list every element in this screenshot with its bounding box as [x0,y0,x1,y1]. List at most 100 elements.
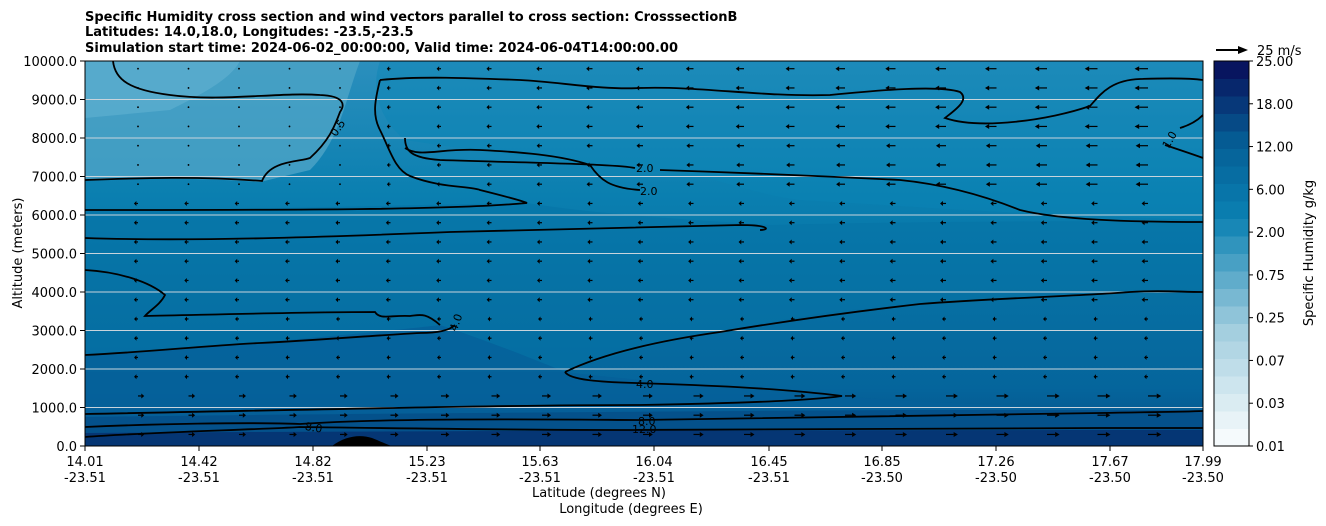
contour-4-0-a [85,269,441,326]
wind-vector-head [984,66,990,72]
wind-vector-head [336,316,339,322]
wind-vector-head [1084,85,1090,91]
terrain [332,436,392,446]
wind-vector-head [1004,412,1009,418]
wind-vector-head [1085,181,1090,187]
wind-vector-head [1091,200,1095,206]
wind-vector-head [1093,374,1096,380]
wind-vector-head [835,66,840,72]
colorbar-level [1214,358,1249,377]
wind-vector-head [1040,200,1044,206]
wind-vector [187,164,190,166]
wind-vector-head [935,123,940,129]
wind-vector-head [1144,335,1147,341]
wind-vector-head [889,200,893,206]
wind-vector-head [234,277,238,283]
wind-vector-head [1156,431,1162,437]
title-line-3: Simulation start time: 2024-06-02_00:00:… [85,41,678,56]
wind-vector-head [1105,431,1111,437]
wind-vector-head [1135,143,1140,149]
wind-vector-head [133,239,137,245]
wind-vector-head [1035,143,1040,149]
wind-vector [339,144,341,147]
wind-vector-head [437,354,440,360]
colorbar-tick-label: 6.00 [1256,183,1285,198]
wind-vector-head [637,200,641,206]
wind-vector-head [385,200,389,206]
chart-title: Specific Humidity cross section and wind… [85,10,737,56]
wind-vector-head [885,66,890,72]
wind-vector [187,144,190,147]
colorbar-level [1214,306,1249,324]
wind-vector-head [285,200,288,206]
wind-vector-head [1141,277,1145,283]
wind-vector-head [184,200,187,206]
wind-vector-head [386,316,389,322]
wind-vector-head [839,220,843,226]
wind-vector-head [637,220,641,226]
wind-vector-head [639,335,642,341]
wind-vector-head [886,143,890,149]
wind-vector-head [786,181,790,187]
colorbar-tick-label: 18.00 [1256,98,1293,113]
wind-vector-head [486,66,490,72]
colorbar-level [1214,323,1249,342]
wind-vector-head [639,374,642,380]
wind-vector-head [192,393,196,399]
wind-vector-head [835,123,840,129]
wind-vector-head [1040,220,1044,226]
wind-vector-head [486,220,490,226]
wind-vector-head [1034,104,1040,110]
moist-tongue [376,61,1203,220]
wind-vector-head [1035,181,1040,187]
wind-vector-head [395,431,399,437]
wind-vector-head [735,85,740,91]
colorbar-tick-label: 0.07 [1256,354,1285,369]
wind-vector-head [184,297,187,303]
wind-vector-head [835,104,840,110]
wind-vector-head [486,297,490,303]
wind-vector-head [1043,374,1046,380]
wind-vector [238,164,240,166]
wind-vector-head [134,335,137,341]
contour-0-5 [85,61,344,182]
wind-vector-head [891,354,894,360]
wind-vector [137,67,139,70]
wind-vector-head [285,297,288,303]
colorbar-tick-label: 25.00 [1256,55,1293,70]
x-tick-label-lon: -23.51 [748,471,790,486]
wind-vector-head [992,374,995,380]
wind-vector-head [436,258,439,264]
wind-vector-head [836,162,840,168]
x-tick-label-lat: 16.45 [750,455,787,470]
wind-vector-head [786,162,790,168]
wind-vector [288,125,291,128]
wind-vector-head [586,143,590,149]
wind-vector [137,106,139,109]
wind-vector-head [436,143,440,149]
wind-vector-head [598,431,602,437]
x-tick-label-lat: 14.82 [294,455,331,470]
wind-vector [238,106,240,109]
contour-label-4-0-a: 4.0 [447,312,465,333]
wind-vector-head [437,316,440,322]
wind-vector-head [1043,316,1046,322]
wind-vector-head [536,258,540,264]
wind-vector-head [335,220,339,226]
wind-vector-head [891,335,894,341]
wind-vector-head [335,239,339,245]
x-tick-label-lon: -23.50 [1089,471,1131,486]
wind-vector [187,183,190,186]
wind-vector-head [486,143,490,149]
wind-vector-head [344,431,348,437]
wind-vector-head [902,431,908,437]
wind-vector [238,87,240,89]
wind-vector-head [740,374,743,380]
wind-vector-head [437,374,440,380]
wind-vector [288,144,291,147]
contour-label-8-0-a: 8.0 [304,420,323,436]
wind-vector-head [637,239,641,245]
wind-vector-head [436,297,439,303]
wind-vector-head [839,297,843,303]
wind-vector-head [1055,431,1060,437]
